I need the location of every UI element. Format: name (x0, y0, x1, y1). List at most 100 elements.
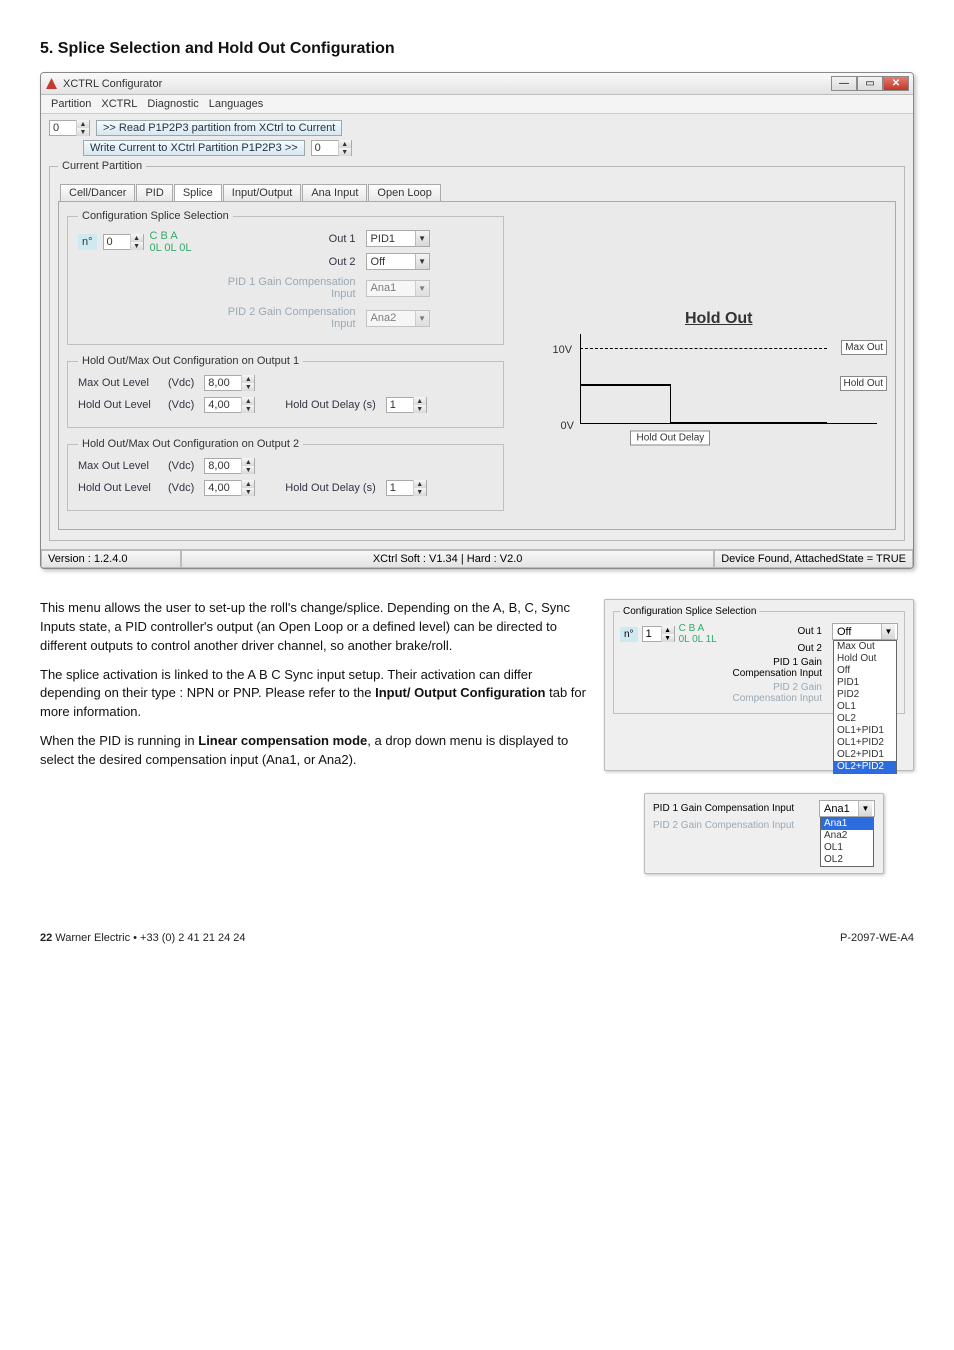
read-spinner[interactable]: 0 ▲▼ (49, 120, 90, 136)
holddelay2-label: Hold Out Delay (s) (285, 482, 375, 494)
splice-panel: Configuration Splice Selection n° 0 ▲▼ (58, 201, 896, 530)
pid2comp-label: PID 2 Gain Compensation Input (206, 306, 356, 330)
paragraph-3: When the PID is running in Linear compen… (40, 732, 586, 770)
write-spinner[interactable]: 0 ▲▼ (311, 140, 352, 156)
chevron-down-icon: ▼ (415, 254, 429, 269)
chevron-down-icon: ▼ (415, 311, 429, 326)
mini1-pid1-label: PID 1 Gain Compensation Input (725, 657, 822, 679)
mini1-dropdown-list[interactable]: Max Out Hold Out Off PID1 PID2 OL1 OL2 O… (833, 640, 897, 774)
hold-out-label: Hold Out (840, 376, 887, 391)
mini1-legend: Configuration Splice Selection (620, 606, 759, 617)
holdout2-label: Hold Out Level (78, 482, 158, 494)
mini2-combo[interactable]: Ana1 ▼ Ana1 Ana2 OL1 OL2 (819, 800, 875, 817)
hold1-group: Hold Out/Max Out Configuration on Output… (67, 355, 504, 428)
menu-languages[interactable]: Languages (209, 98, 263, 110)
dd-item[interactable]: OL1+PID2 (834, 737, 896, 749)
hold2-legend: Hold Out/Max Out Configuration on Output… (78, 438, 303, 450)
mini1-cba-header: C B A (679, 623, 717, 634)
menu-partition[interactable]: Partition (51, 98, 91, 110)
dd-item[interactable]: PID2 (834, 689, 896, 701)
zero-line (670, 422, 827, 424)
maxout2-label: Max Out Level (78, 460, 158, 472)
page-number: 22 (40, 932, 52, 944)
tab-anainput[interactable]: Ana Input (302, 184, 367, 201)
maxout1-unit: (Vdc) (168, 377, 194, 389)
tab-splice[interactable]: Splice (174, 184, 222, 201)
pid2comp-value: Ana2 (367, 312, 415, 324)
mini1-n-spinner[interactable]: 1 ▲▼ (642, 626, 675, 642)
maxout2-value: 8,00 (205, 460, 241, 472)
tab-celldancer[interactable]: Cell/Dancer (60, 184, 135, 201)
hold-out-line (580, 384, 670, 386)
tab-openloop[interactable]: Open Loop (368, 184, 440, 201)
mini1-out1-label: Out 1 (725, 626, 822, 637)
out1-combo[interactable]: PID1 ▼ (366, 230, 430, 247)
hold1-legend: Hold Out/Max Out Configuration on Output… (78, 355, 303, 367)
n-spinner[interactable]: 0 ▲▼ (103, 234, 144, 250)
partition-legend: Current Partition (58, 160, 146, 172)
out1-label: Out 1 (206, 233, 356, 245)
minimize-button[interactable]: — (831, 76, 857, 91)
dd-item[interactable]: Max Out (834, 641, 896, 653)
holdout2-spinner[interactable]: 4,00 ▲▼ (204, 480, 255, 496)
holdout2-value: 4,00 (205, 482, 241, 494)
dd-item[interactable]: OL2+PID2 (834, 761, 896, 773)
dd-item[interactable]: Ana1 (821, 818, 873, 830)
status-version: Version : 1.2.4.0 (41, 550, 181, 568)
mini-comp-panel: PID 1 Gain Compensation Input Ana1 ▼ Ana… (644, 793, 884, 874)
holdout1-value: 4,00 (205, 399, 241, 411)
out2-combo[interactable]: Off ▼ (366, 253, 430, 270)
delay-box: Hold Out Delay (630, 431, 710, 446)
holddelay1-label: Hold Out Delay (s) (285, 399, 375, 411)
maximize-button[interactable]: ▭ (857, 76, 883, 91)
title-bar: XCTRL Configurator — ▭ ✕ (41, 73, 913, 95)
tab-io[interactable]: Input/Output (223, 184, 302, 201)
app-window: XCTRL Configurator — ▭ ✕ Partition XCTRL… (40, 72, 914, 569)
p3-bold: Linear compensation mode (198, 733, 367, 748)
dd-item[interactable]: Hold Out (834, 653, 896, 665)
read-spinner-value: 0 (50, 122, 76, 134)
paragraph-2: The splice activation is linked to the A… (40, 666, 586, 723)
dd-item[interactable]: Ana2 (821, 830, 873, 842)
pid1comp-value: Ana1 (367, 282, 415, 294)
dd-item[interactable]: OL2+PID1 (834, 749, 896, 761)
menu-xctrl[interactable]: XCTRL (101, 98, 137, 110)
dd-item[interactable]: OL1 (821, 842, 873, 854)
heading-text: Splice Selection and Hold Out Configurat… (58, 40, 395, 57)
window-title: XCTRL Configurator (63, 78, 162, 90)
dd-item[interactable]: OL2 (834, 713, 896, 725)
holdout1-unit: (Vdc) (168, 399, 194, 411)
chevron-down-icon: ▼ (881, 624, 895, 639)
maxout2-spinner[interactable]: 8,00 ▲▼ (204, 458, 255, 474)
holddelay1-spinner[interactable]: 1 ▲▼ (386, 397, 427, 413)
dd-item[interactable]: OL1+PID1 (834, 725, 896, 737)
read-button[interactable]: >> Read P1P2P3 partition from XCtrl to C… (96, 120, 342, 136)
max-out-label: Max Out (841, 340, 887, 355)
n-value: 0 (104, 236, 130, 248)
cba-header: C B A (150, 230, 192, 242)
section-heading: 5. Splice Selection and Hold Out Configu… (40, 40, 914, 58)
mini1-pid2-label: PID 2 Gain Compensation Input (725, 682, 822, 704)
config-splice-group: Configuration Splice Selection n° 0 ▲▼ (67, 210, 504, 345)
chevron-down-icon: ▼ (415, 231, 429, 246)
close-button[interactable]: ✕ (883, 76, 909, 91)
dd-item[interactable]: OL1 (834, 701, 896, 713)
holdout1-spinner[interactable]: 4,00 ▲▼ (204, 397, 255, 413)
write-button[interactable]: Write Current to XCtrl Partition P1P2P3 … (83, 140, 305, 156)
mini2-dropdown-list[interactable]: Ana1 Ana2 OL1 OL2 (820, 817, 874, 867)
maxout1-spinner[interactable]: 8,00 ▲▼ (204, 375, 255, 391)
menu-diagnostic[interactable]: Diagnostic (147, 98, 198, 110)
out1-value: PID1 (367, 233, 415, 245)
dd-item[interactable]: PID1 (834, 677, 896, 689)
mini1-out1-combo[interactable]: Off ▼ Max Out Hold Out Off PID1 PID2 OL1 (832, 623, 898, 640)
out2-value: Off (367, 256, 415, 268)
holddelay2-spinner[interactable]: 1 ▲▼ (386, 480, 427, 496)
mini2-selected: Ana1 (820, 803, 858, 815)
dd-item[interactable]: OL2 (821, 854, 873, 866)
tab-pid[interactable]: PID (136, 184, 172, 201)
footer-left-text: Warner Electric • +33 (0) 2 41 21 24 24 (52, 932, 245, 944)
n-label: n° (78, 234, 97, 250)
dd-item[interactable]: Off (834, 665, 896, 677)
page-footer: 22 Warner Electric • +33 (0) 2 41 21 24 … (40, 932, 914, 944)
hold2-group: Hold Out/Max Out Configuration on Output… (67, 438, 504, 511)
